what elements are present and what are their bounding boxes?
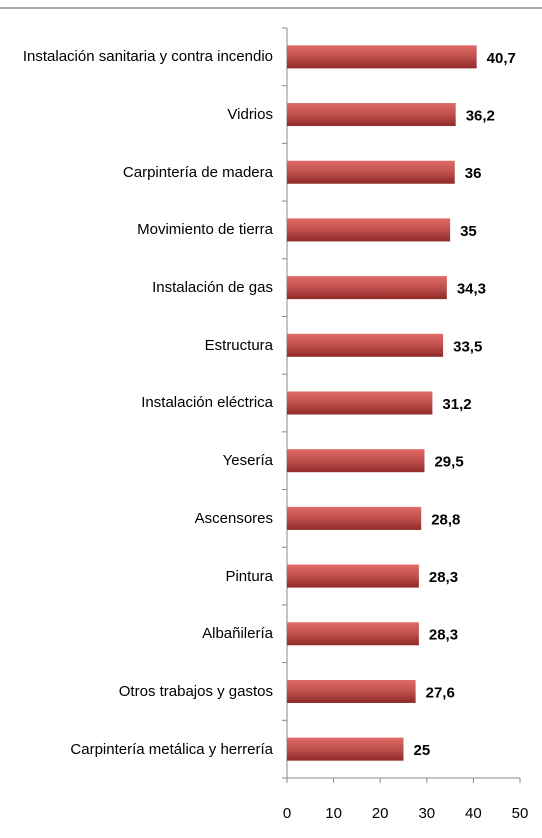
bar: [287, 391, 433, 415]
x-tick-label: 30: [418, 805, 435, 822]
data-label: 36: [465, 165, 482, 182]
category-label: Vidrios: [0, 86, 273, 144]
bar: [287, 506, 422, 530]
category-label: Movimiento de tierra: [0, 201, 273, 259]
category-label: Instalación eléctrica: [0, 374, 273, 432]
x-tick-label: 0: [283, 805, 291, 822]
data-label: 28,3: [429, 627, 458, 644]
bar: [287, 564, 419, 588]
bar: [287, 622, 419, 646]
bar: [287, 103, 456, 127]
category-text: Vidrios: [227, 106, 273, 124]
bar: [287, 160, 455, 184]
category-text: Carpintería de madera: [122, 163, 273, 181]
category-label: Otros trabajos y gastos: [0, 663, 273, 721]
category-label: Albañilería: [0, 605, 273, 663]
category-label: Instalación sanitaria y contra incendio: [0, 28, 273, 86]
data-label: 28,8: [431, 511, 460, 528]
data-label: 40,7: [487, 50, 516, 67]
bar: [287, 45, 477, 69]
category-label: Carpintería metálica y herrería: [0, 720, 273, 778]
bar: [287, 449, 425, 473]
category-text: Estructura: [204, 336, 273, 354]
data-label: 36,2: [466, 108, 495, 125]
bar: [287, 333, 444, 357]
category-text: Carpintería metálica y herrería: [70, 740, 273, 758]
category-label: Ascensores: [0, 490, 273, 548]
category-text: Ascensores: [194, 509, 273, 527]
category-label: Pintura: [0, 547, 273, 605]
data-label: 25: [414, 742, 431, 759]
x-tick-label: 40: [465, 805, 482, 822]
data-label: 31,2: [442, 396, 471, 413]
data-label: 35: [460, 223, 477, 240]
category-label: Yesería: [0, 432, 273, 490]
category-text: Pintura: [225, 567, 273, 585]
data-label: 27,6: [426, 684, 455, 701]
data-label: 34,3: [457, 281, 486, 298]
category-label: Instalación de gas: [0, 259, 273, 317]
x-tick-label: 20: [372, 805, 389, 822]
data-label: 28,3: [429, 569, 458, 586]
category-text: Movimiento de tierra: [137, 221, 273, 239]
category-text: Instalación sanitaria y contra incendio: [22, 48, 273, 66]
category-text: Instalación eléctrica: [141, 394, 273, 412]
bar: [287, 737, 404, 761]
bar: [287, 276, 447, 300]
category-text: Instalación de gas: [152, 279, 273, 297]
x-tick-label: 50: [512, 805, 529, 822]
category-label: Carpintería de madera: [0, 143, 273, 201]
category-text: Otros trabajos y gastos: [118, 682, 273, 700]
category-text: Yesería: [222, 452, 273, 470]
bar: [287, 679, 416, 703]
category-text: Albañilería: [202, 625, 273, 643]
x-tick-label: 10: [325, 805, 342, 822]
data-label: 33,5: [453, 338, 482, 355]
data-label: 29,5: [434, 454, 463, 471]
bar: [287, 218, 451, 242]
category-label: Estructura: [0, 316, 273, 374]
